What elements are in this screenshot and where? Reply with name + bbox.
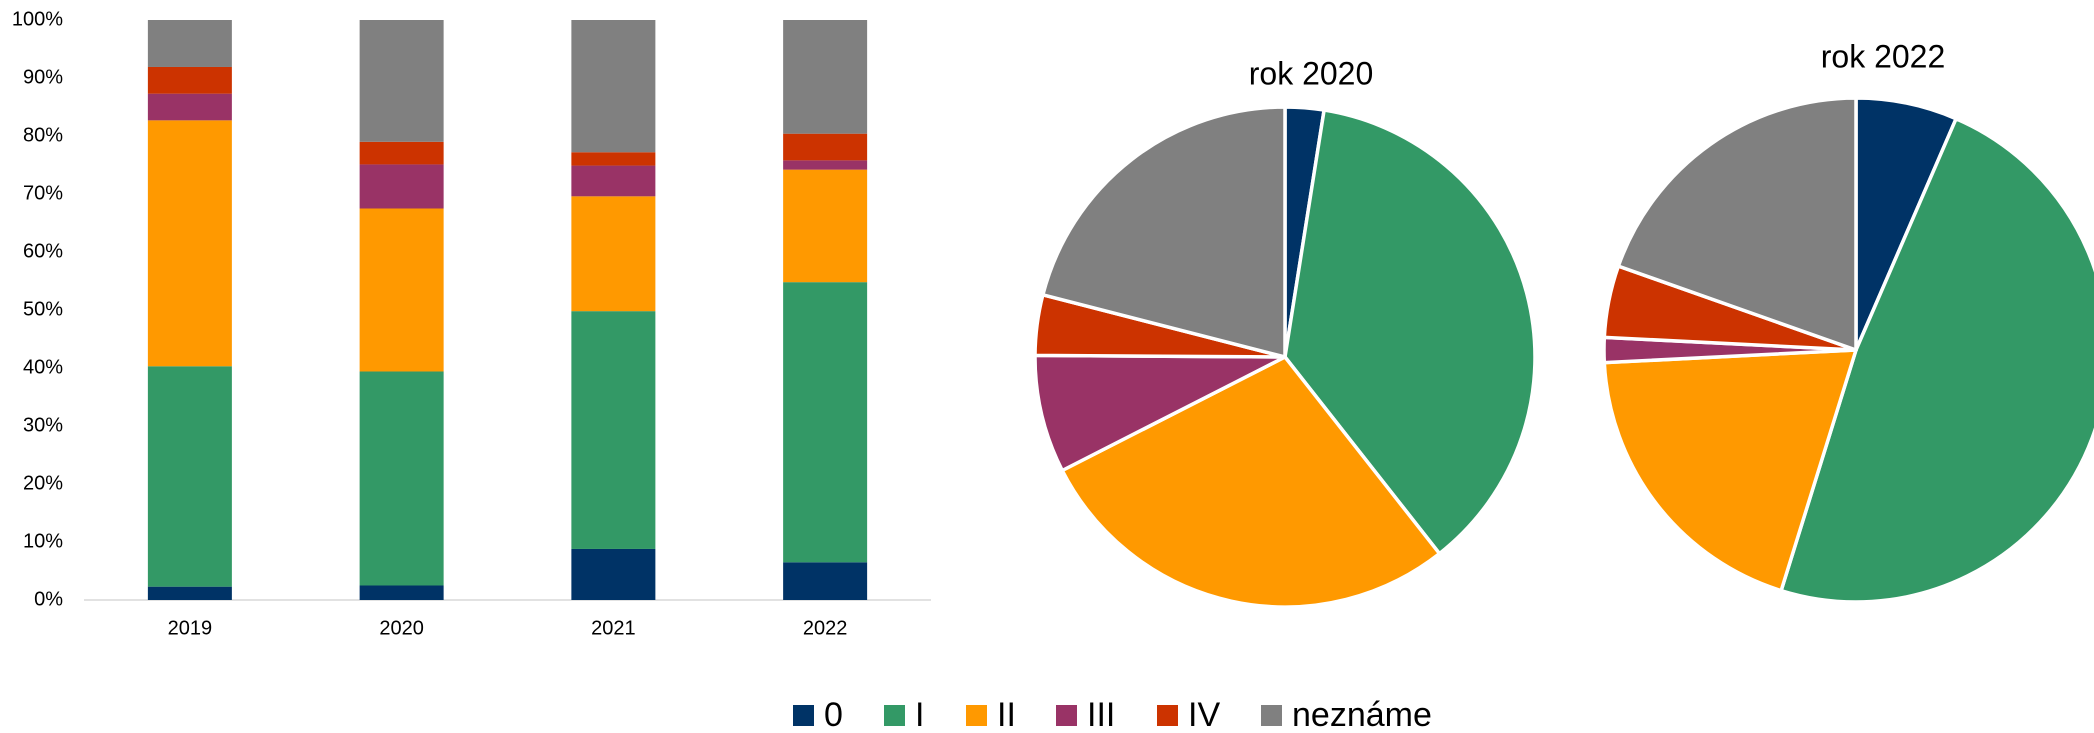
y-tick-label: 40%: [23, 356, 63, 378]
pie-slice: [1033, 353, 1287, 473]
x-tick-label: 2020: [379, 617, 424, 639]
bar-segment: [783, 282, 868, 563]
legend-swatch: [1157, 705, 1178, 726]
pie-slice: [1041, 105, 1287, 359]
bar-segment: [147, 66, 232, 94]
x-tick-label: 2019: [168, 617, 213, 639]
legend-swatch: [884, 705, 905, 726]
y-tick-label: 30%: [23, 414, 63, 436]
legend-swatch: [1261, 705, 1282, 726]
legend-label: I: [915, 696, 924, 733]
bar-segment: [571, 20, 656, 153]
pie-slice: [1283, 108, 1537, 556]
x-tick-label: 2022: [803, 617, 848, 639]
y-tick-label: 0%: [34, 588, 63, 610]
bar-segment: [359, 585, 444, 600]
pie-slice: [1060, 355, 1442, 609]
bar-segment: [783, 20, 868, 134]
legend-label: neznáme: [1292, 696, 1432, 733]
y-tick-label: 60%: [23, 240, 63, 262]
legend-label: III: [1087, 696, 1115, 733]
bar-segment: [359, 164, 444, 209]
bar-segment: [783, 133, 868, 161]
legend-swatch: [793, 705, 814, 726]
y-tick-label: 70%: [23, 182, 63, 204]
legend-label: II: [997, 696, 1016, 733]
bar-segment: [783, 562, 868, 600]
legend-swatch: [1056, 705, 1077, 726]
bar-segment: [359, 141, 444, 165]
bar-segment: [783, 169, 868, 283]
bar-segment: [571, 311, 656, 549]
bar-segment: [359, 208, 444, 372]
bar-segment: [147, 93, 232, 121]
legend-swatch: [966, 705, 987, 726]
bar-segment: [147, 586, 232, 600]
pie-title: rok 2020: [1249, 55, 1374, 91]
pie-slice: [1616, 96, 1858, 352]
bar-segment: [783, 160, 868, 170]
bar-segment: [571, 196, 656, 312]
pie-slice: [1602, 348, 1858, 593]
legend-label: IV: [1188, 696, 1220, 733]
bar-segment: [359, 20, 444, 142]
pie-slice: [1779, 116, 2094, 604]
y-tick-label: 20%: [23, 472, 63, 494]
bar-segment: [147, 120, 232, 367]
bar-segment: [359, 371, 444, 586]
pie-title: rok 2022: [1821, 38, 1946, 74]
legend-label: 0: [824, 696, 843, 733]
y-tick-label: 100%: [12, 8, 63, 30]
bar-segment: [147, 366, 232, 587]
bar-segment: [571, 165, 656, 197]
y-tick-label: 10%: [23, 530, 63, 552]
y-tick-label: 50%: [23, 298, 63, 320]
bar-segment: [571, 152, 656, 166]
bar-segment: [147, 20, 232, 67]
bar-segment: [571, 548, 656, 600]
y-tick-label: 80%: [23, 124, 63, 146]
y-tick-label: 90%: [23, 66, 63, 88]
x-tick-label: 2021: [591, 617, 636, 639]
